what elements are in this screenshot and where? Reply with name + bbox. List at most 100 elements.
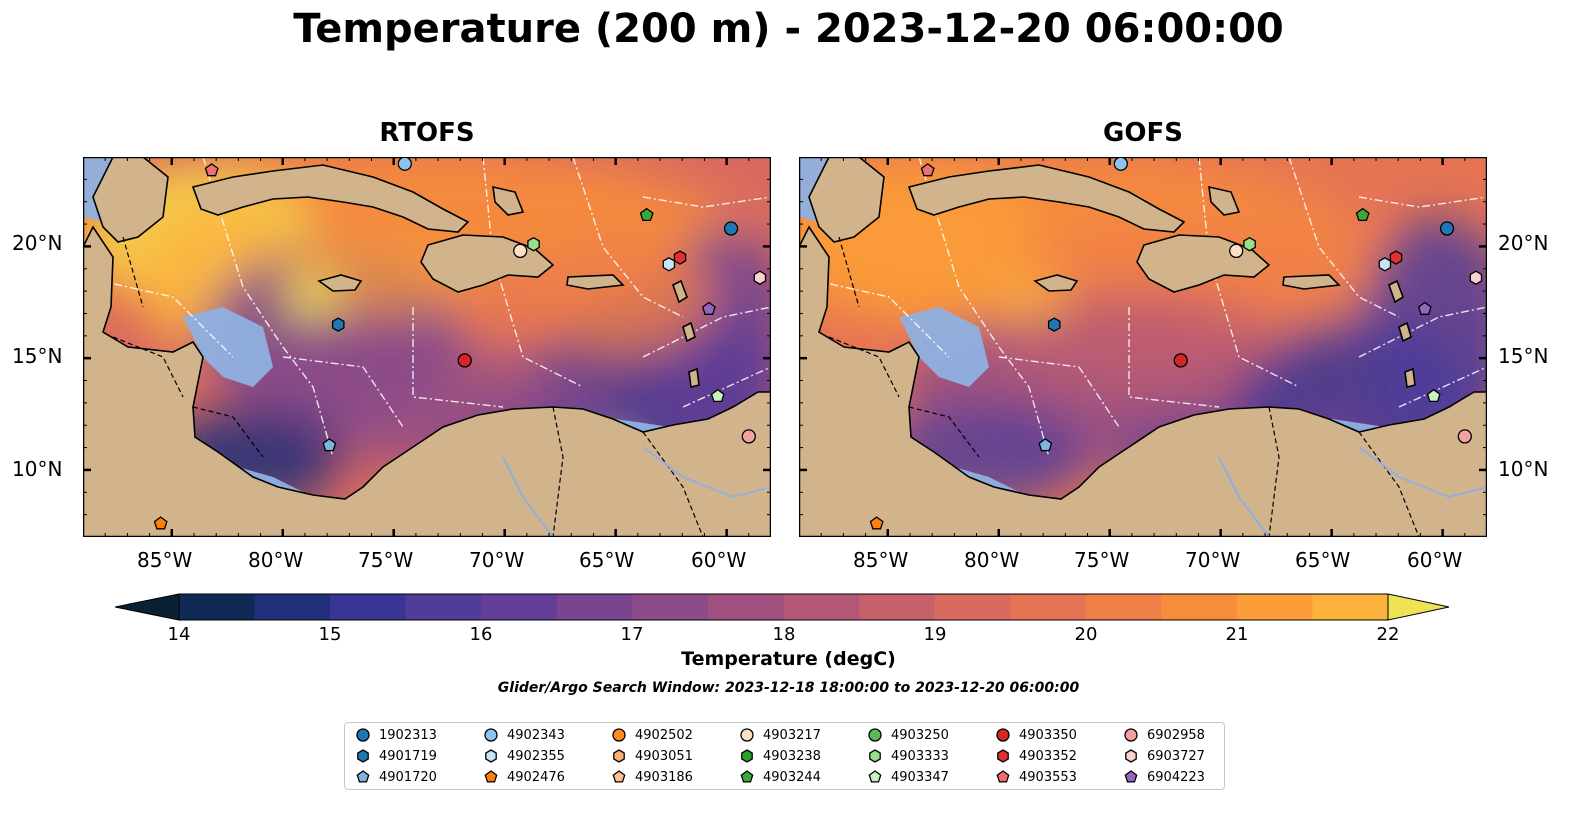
land-bahamas	[492, 185, 525, 216]
float-marker-6903727[interactable]	[753, 270, 767, 285]
float-marker-4903553[interactable]	[920, 163, 935, 177]
float-marker-6902958[interactable]	[1457, 429, 1472, 444]
float-marker-4903553[interactable]	[204, 163, 219, 177]
land-cuba	[907, 164, 1186, 233]
legend-marker[interactable]	[996, 728, 1010, 742]
float-marker-4903350[interactable]	[1173, 353, 1188, 368]
pentagon-marker-icon	[484, 770, 498, 783]
float-marker-4903352[interactable]	[1389, 250, 1403, 265]
legend-item: 4903333	[867, 746, 949, 766]
country-border	[1358, 431, 1420, 537]
float-marker-4902355[interactable]	[662, 257, 676, 272]
legend-marker[interactable]	[356, 770, 370, 783]
legend-marker[interactable]	[1124, 770, 1138, 783]
float-marker-4902343[interactable]	[1113, 157, 1128, 171]
legend-item: 4903352	[995, 746, 1077, 766]
lat-tick-right: 15°N	[1498, 344, 1549, 368]
legend-item: 4901719	[355, 746, 437, 766]
colorbar	[114, 592, 1455, 622]
float-marker-4903350[interactable]	[457, 353, 472, 368]
float-marker-6902958[interactable]	[741, 429, 756, 444]
float-marker-4903244[interactable]	[639, 207, 654, 222]
legend-marker[interactable]	[612, 770, 626, 783]
legend-marker[interactable]	[868, 728, 882, 742]
lon-tick-left: 75°W	[358, 548, 414, 572]
land-yucatan	[92, 157, 169, 243]
float-marker-1902313[interactable]	[723, 221, 739, 236]
legend-marker[interactable]	[484, 770, 498, 783]
river	[1218, 456, 1270, 537]
float-marker-4903217[interactable]	[1229, 243, 1244, 259]
legend-marker[interactable]	[997, 749, 1009, 763]
lon-tick-right: 70°W	[1185, 548, 1241, 572]
float-marker-4903352[interactable]	[673, 250, 687, 265]
float-marker-4902476[interactable]	[869, 516, 884, 530]
legend-marker[interactable]	[1125, 749, 1137, 763]
colorbar-segment	[1010, 594, 1087, 620]
circle-marker-icon	[996, 728, 1010, 742]
land-lesser3	[688, 367, 700, 388]
colorbar-tick: 18	[772, 624, 796, 645]
legend-marker[interactable]	[356, 728, 370, 742]
colorbar-segment	[783, 594, 860, 620]
pentagon-marker-icon	[612, 770, 626, 783]
float-marker-4901720[interactable]	[1038, 438, 1053, 452]
country-border	[642, 431, 704, 537]
legend-marker[interactable]	[484, 728, 498, 742]
float-marker-6903727[interactable]	[1469, 270, 1483, 285]
river	[1358, 446, 1487, 499]
legend-marker[interactable]	[869, 749, 881, 763]
legend-marker[interactable]	[612, 728, 626, 742]
float-marker-4903333[interactable]	[527, 236, 540, 252]
colorbar-tick: 21	[1225, 624, 1249, 645]
colorbar-tick: 19	[923, 624, 947, 645]
float-marker-4902476[interactable]	[153, 516, 168, 530]
legend-item: 4903186	[611, 767, 693, 787]
legend-item: 4903051	[611, 746, 693, 766]
map-frame	[799, 157, 1487, 537]
legend-item-label: 1902313	[379, 727, 437, 743]
lon-tick-right: 60°W	[1407, 548, 1463, 572]
legend-marker[interactable]	[613, 749, 625, 763]
float-marker-4901720[interactable]	[322, 438, 337, 452]
float-marker-4903244[interactable]	[1355, 207, 1370, 222]
legend-marker[interactable]	[996, 770, 1010, 783]
figure-title: Temperature (200 m) - 2023-12-20 06:00:0…	[293, 6, 1284, 52]
float-marker-1902313[interactable]	[1439, 221, 1455, 236]
float-marker-4902343[interactable]	[397, 157, 412, 171]
float-marker-4903347[interactable]	[710, 388, 725, 403]
legend-marker[interactable]	[740, 770, 754, 783]
lon-tick-right: 80°W	[964, 548, 1020, 572]
float-marker-4901719[interactable]	[1047, 317, 1061, 332]
lat-tick-right: 10°N	[1498, 457, 1549, 481]
colorbar-segment	[1085, 594, 1162, 620]
land-lesser1	[672, 279, 688, 304]
float-marker-4901719[interactable]	[331, 317, 345, 332]
lon-tick-right: 75°W	[1074, 548, 1130, 572]
colorbar-segment	[707, 594, 785, 620]
map-panel-gofs[interactable]	[799, 157, 1487, 537]
colorbar-segment	[330, 594, 407, 620]
map-panel-rtofs[interactable]	[83, 157, 771, 537]
legend-marker[interactable]	[868, 770, 882, 783]
float-marker-4903217[interactable]	[513, 243, 528, 259]
legend-item: 4902355	[483, 746, 565, 766]
legend-marker[interactable]	[357, 749, 369, 763]
legend-item-label: 4902502	[635, 727, 693, 743]
float-marker-4903333[interactable]	[1243, 236, 1256, 252]
eez-boundary	[1358, 196, 1487, 208]
float-marker-4902355[interactable]	[1378, 257, 1392, 272]
legend-marker[interactable]	[485, 749, 497, 763]
river	[642, 446, 771, 499]
legend-item: 6902958	[1123, 725, 1205, 745]
float-marker-4903347[interactable]	[1426, 388, 1441, 403]
float-marker-6904223[interactable]	[701, 301, 716, 315]
legend-marker[interactable]	[740, 728, 754, 742]
legend-item-label: 4902343	[507, 727, 565, 743]
land-yucatan	[808, 157, 885, 243]
colorbar-tick: 15	[318, 624, 342, 645]
legend-item-label: 6904223	[1147, 769, 1205, 785]
legend-marker[interactable]	[741, 749, 753, 763]
float-marker-6904223[interactable]	[1417, 301, 1432, 315]
legend-marker[interactable]	[1124, 728, 1138, 742]
